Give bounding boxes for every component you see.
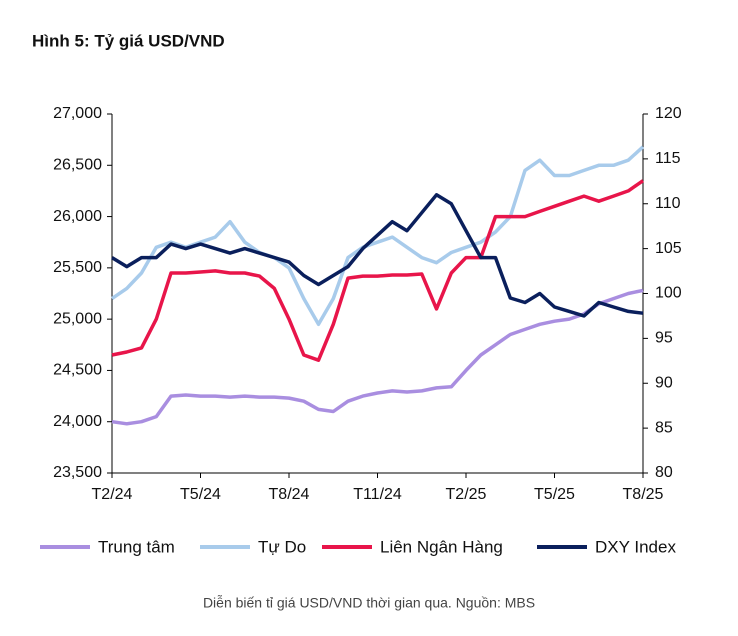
line-series — [111, 288, 644, 426]
y2-tick-label: 115 — [655, 150, 681, 167]
x-tick-label: T2/25 — [446, 486, 487, 503]
y-tick-label: 26,500 — [53, 157, 102, 174]
y-tick-label: 24,000 — [53, 413, 102, 430]
caption: Diễn biến tỉ giá USD/VND thời gian qua. … — [203, 595, 535, 611]
legend-label: Trung tâm — [98, 537, 175, 556]
y2-tick-label: 90 — [655, 374, 673, 391]
x-tick-label: T5/24 — [180, 486, 221, 503]
y-tick-label: 27,000 — [53, 105, 102, 122]
y2-tick-label: 105 — [655, 240, 682, 257]
line-series — [111, 145, 645, 327]
y-tick-label: 24,500 — [53, 362, 102, 379]
y2-tick-label: 110 — [655, 195, 681, 212]
x-tick-label: T11/24 — [353, 486, 402, 503]
y-tick-label: 23,500 — [53, 464, 102, 481]
x-tick-label: T8/24 — [269, 486, 310, 503]
x-tick-label: T2/24 — [92, 486, 133, 503]
y2-tick-label: 85 — [655, 419, 673, 436]
y-tick-label: 25,000 — [53, 310, 102, 327]
y2-tick-label: 80 — [655, 464, 673, 481]
line-series — [111, 179, 644, 362]
y-tick-label: 25,500 — [53, 259, 102, 276]
chart-title: Hình 5: Tỷ giá USD/VND — [32, 31, 225, 50]
y-tick-label: 26,000 — [53, 208, 102, 225]
legend-label: Tự Do — [258, 537, 306, 556]
legend-label: DXY Index — [595, 537, 676, 556]
y2-tick-label: 95 — [655, 330, 673, 347]
y2-tick-label: 100 — [655, 285, 682, 302]
line-series — [111, 193, 644, 318]
legend-label: Liên Ngân Hàng — [380, 537, 503, 556]
x-tick-label: T5/25 — [534, 486, 575, 503]
y2-tick-label: 120 — [655, 105, 682, 122]
x-tick-label: T8/25 — [623, 486, 664, 503]
